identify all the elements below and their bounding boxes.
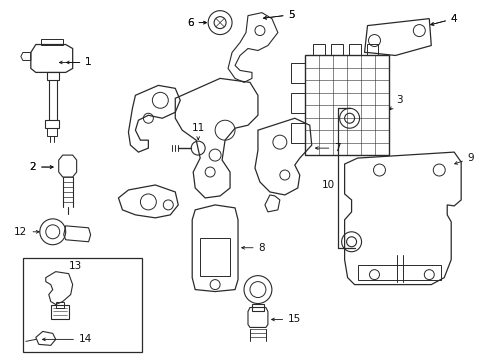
Bar — [358, 265, 441, 280]
Bar — [200, 238, 230, 276]
Text: 7: 7 — [316, 143, 341, 153]
Bar — [47, 72, 59, 80]
Text: 10: 10 — [321, 180, 335, 190]
Text: 14: 14 — [43, 334, 92, 345]
Bar — [252, 303, 264, 311]
Text: 2: 2 — [29, 162, 53, 172]
Text: 15: 15 — [271, 314, 301, 324]
Text: 8: 8 — [242, 243, 265, 253]
Text: 9: 9 — [455, 153, 474, 164]
Text: 6: 6 — [187, 18, 206, 28]
Bar — [291, 93, 305, 113]
Text: 12: 12 — [14, 227, 39, 237]
Bar — [348, 44, 361, 55]
Bar — [331, 44, 343, 55]
Text: 4: 4 — [431, 14, 458, 25]
Text: 5: 5 — [264, 10, 295, 20]
Bar — [291, 123, 305, 143]
Bar — [305, 55, 390, 155]
Text: 11: 11 — [192, 123, 205, 139]
Text: 1: 1 — [59, 58, 92, 67]
Bar — [23, 258, 143, 352]
Bar — [367, 44, 378, 55]
Text: 6: 6 — [187, 18, 206, 28]
Text: 5: 5 — [264, 10, 295, 20]
Bar — [313, 44, 325, 55]
Text: 3: 3 — [390, 95, 403, 109]
Bar — [291, 63, 305, 84]
Text: 1: 1 — [67, 58, 92, 67]
Text: 13: 13 — [69, 261, 82, 271]
Text: 2: 2 — [29, 162, 53, 172]
Text: 4: 4 — [431, 14, 458, 25]
